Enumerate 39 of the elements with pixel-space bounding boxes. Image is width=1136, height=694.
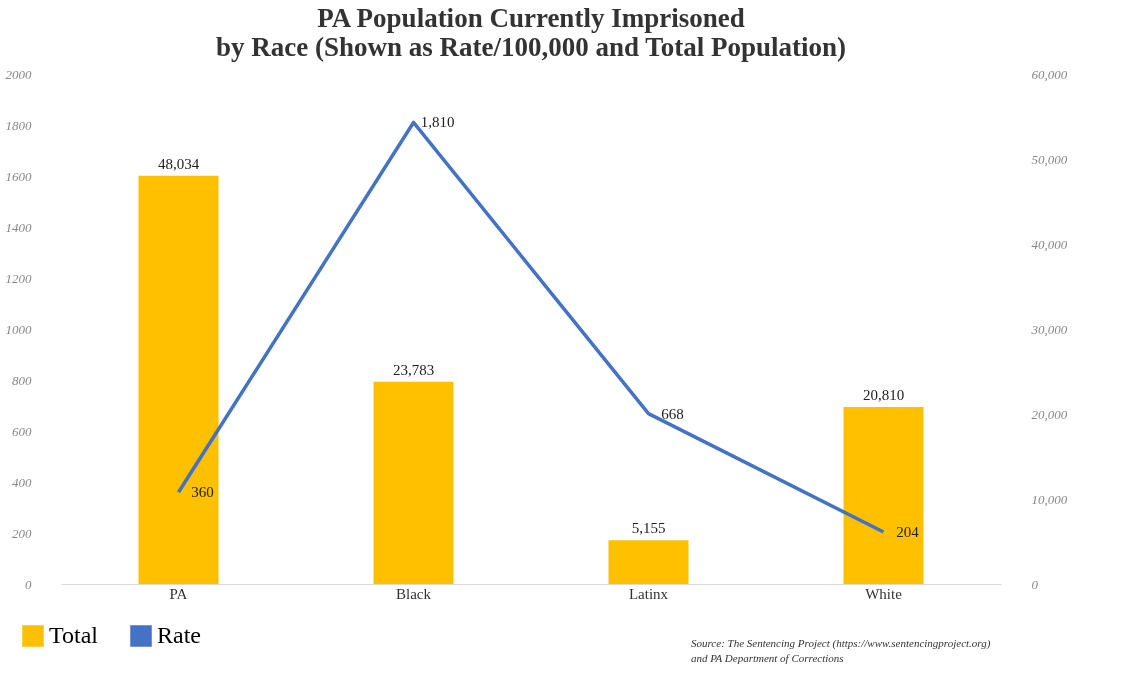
data-label: 23,783: [392, 361, 435, 378]
y-tick-label: 1200: [5, 270, 32, 286]
y2-tick-label: 30,000: [1030, 321, 1068, 337]
data-label: 48,034: [157, 155, 200, 172]
y2-tick-label: 60,000: [1031, 66, 1068, 82]
y2-tick-label: 0: [1031, 576, 1039, 592]
y-tick-label: 400: [12, 474, 32, 490]
data-label: 360: [191, 484, 214, 501]
bar: [843, 407, 924, 584]
x-tick-label: PA: [169, 585, 188, 602]
data-label: 20,810: [862, 387, 905, 404]
x-tick-label: Latinx: [628, 585, 669, 602]
y-tick-label: 800: [12, 372, 32, 388]
y-tick-label: 1400: [5, 219, 32, 235]
y-tick-label: 1800: [5, 117, 32, 133]
y-tick-label: 600: [12, 423, 32, 439]
text: and PA Department of Corrections: [691, 652, 844, 664]
bar: [138, 175, 219, 584]
x-tick-label: White: [865, 585, 903, 602]
y-tick-label: 0: [25, 576, 32, 592]
y2-tick-label: 20,000: [1031, 406, 1068, 422]
chart-title: PA Population Currently Imprisoned by Race (Shown as Rate/100,000 and Total Population): [215, 3, 847, 62]
bar: [608, 540, 689, 584]
legend-label: Total: [49, 622, 99, 648]
y2-tick-label: 50,000: [1031, 151, 1068, 167]
legend-label: Rate: [157, 622, 201, 648]
data-label: 204: [896, 523, 920, 540]
y2-tick-label: 40,000: [1031, 236, 1068, 252]
data-label: 5,155: [631, 520, 666, 537]
data-label: 1,810: [420, 114, 455, 131]
y2-tick-label: 10,000: [1031, 491, 1068, 507]
data-label: 668: [661, 405, 684, 422]
y-tick-label: 2000: [5, 66, 32, 82]
bar: [373, 381, 454, 584]
y-tick-label: 1000: [5, 321, 32, 337]
source-note: Source: The Sentencing Project (https://www.sentencingproject.org): [691, 637, 991, 650]
x-tick-label: Black: [396, 585, 432, 602]
y-tick-label: 200: [12, 525, 32, 541]
y-tick-label: 1600: [5, 168, 32, 184]
